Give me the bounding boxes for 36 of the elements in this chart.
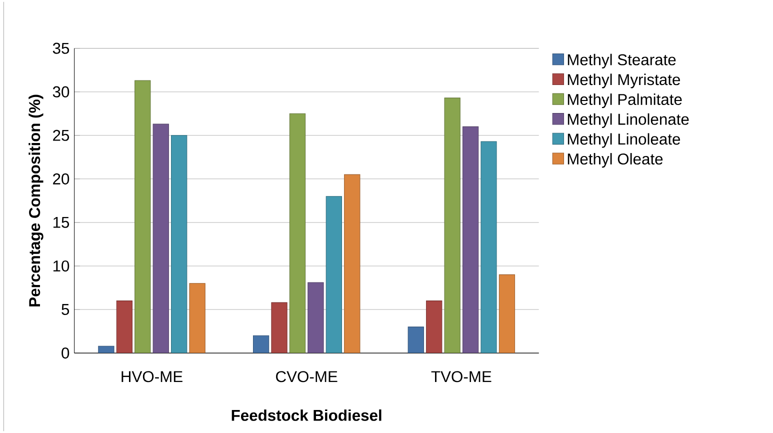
x-axis-title: Feedstock Biodiesel <box>232 409 382 421</box>
bar <box>498 274 516 354</box>
x-tick-label: TVO-ME <box>431 371 492 382</box>
bar <box>271 302 288 354</box>
legend-label: Methyl Myristate <box>568 74 680 88</box>
y-tick-label: 20 <box>53 173 70 184</box>
y-tick-label: 35 <box>52 42 70 54</box>
legend-label: Methyl Stearate <box>568 54 676 68</box>
bar <box>189 283 206 354</box>
bar <box>289 113 306 354</box>
legend-label: Methyl Palmitate <box>568 94 682 108</box>
x-tick-label: CVO-ME <box>276 371 338 382</box>
bar <box>426 300 442 354</box>
bar <box>444 98 460 354</box>
bar <box>462 126 479 354</box>
x-tick-label: HVO-ME <box>122 371 182 382</box>
bar <box>171 135 188 354</box>
y-tick-label: 0 <box>62 348 70 359</box>
bar <box>326 196 342 354</box>
y-tick-label: 25 <box>53 130 70 141</box>
bar <box>308 282 324 354</box>
bar <box>252 335 270 354</box>
bar <box>480 141 497 354</box>
y-axis-title: Percentage Composition (%) <box>28 94 44 306</box>
legend-label: Methyl Linolenate <box>568 113 689 128</box>
y-tick-label: 30 <box>52 86 70 98</box>
bar <box>344 174 360 354</box>
y-tick-label: 5 <box>62 304 70 315</box>
legend-label: Methyl Linoleate <box>568 133 680 148</box>
bar <box>116 300 132 354</box>
y-tick-label: 10 <box>53 260 70 272</box>
bar <box>152 124 169 354</box>
bar <box>408 326 424 354</box>
legend-label: Methyl Oleate <box>568 153 663 168</box>
bar <box>134 80 151 354</box>
y-tick-label: 15 <box>53 217 70 228</box>
